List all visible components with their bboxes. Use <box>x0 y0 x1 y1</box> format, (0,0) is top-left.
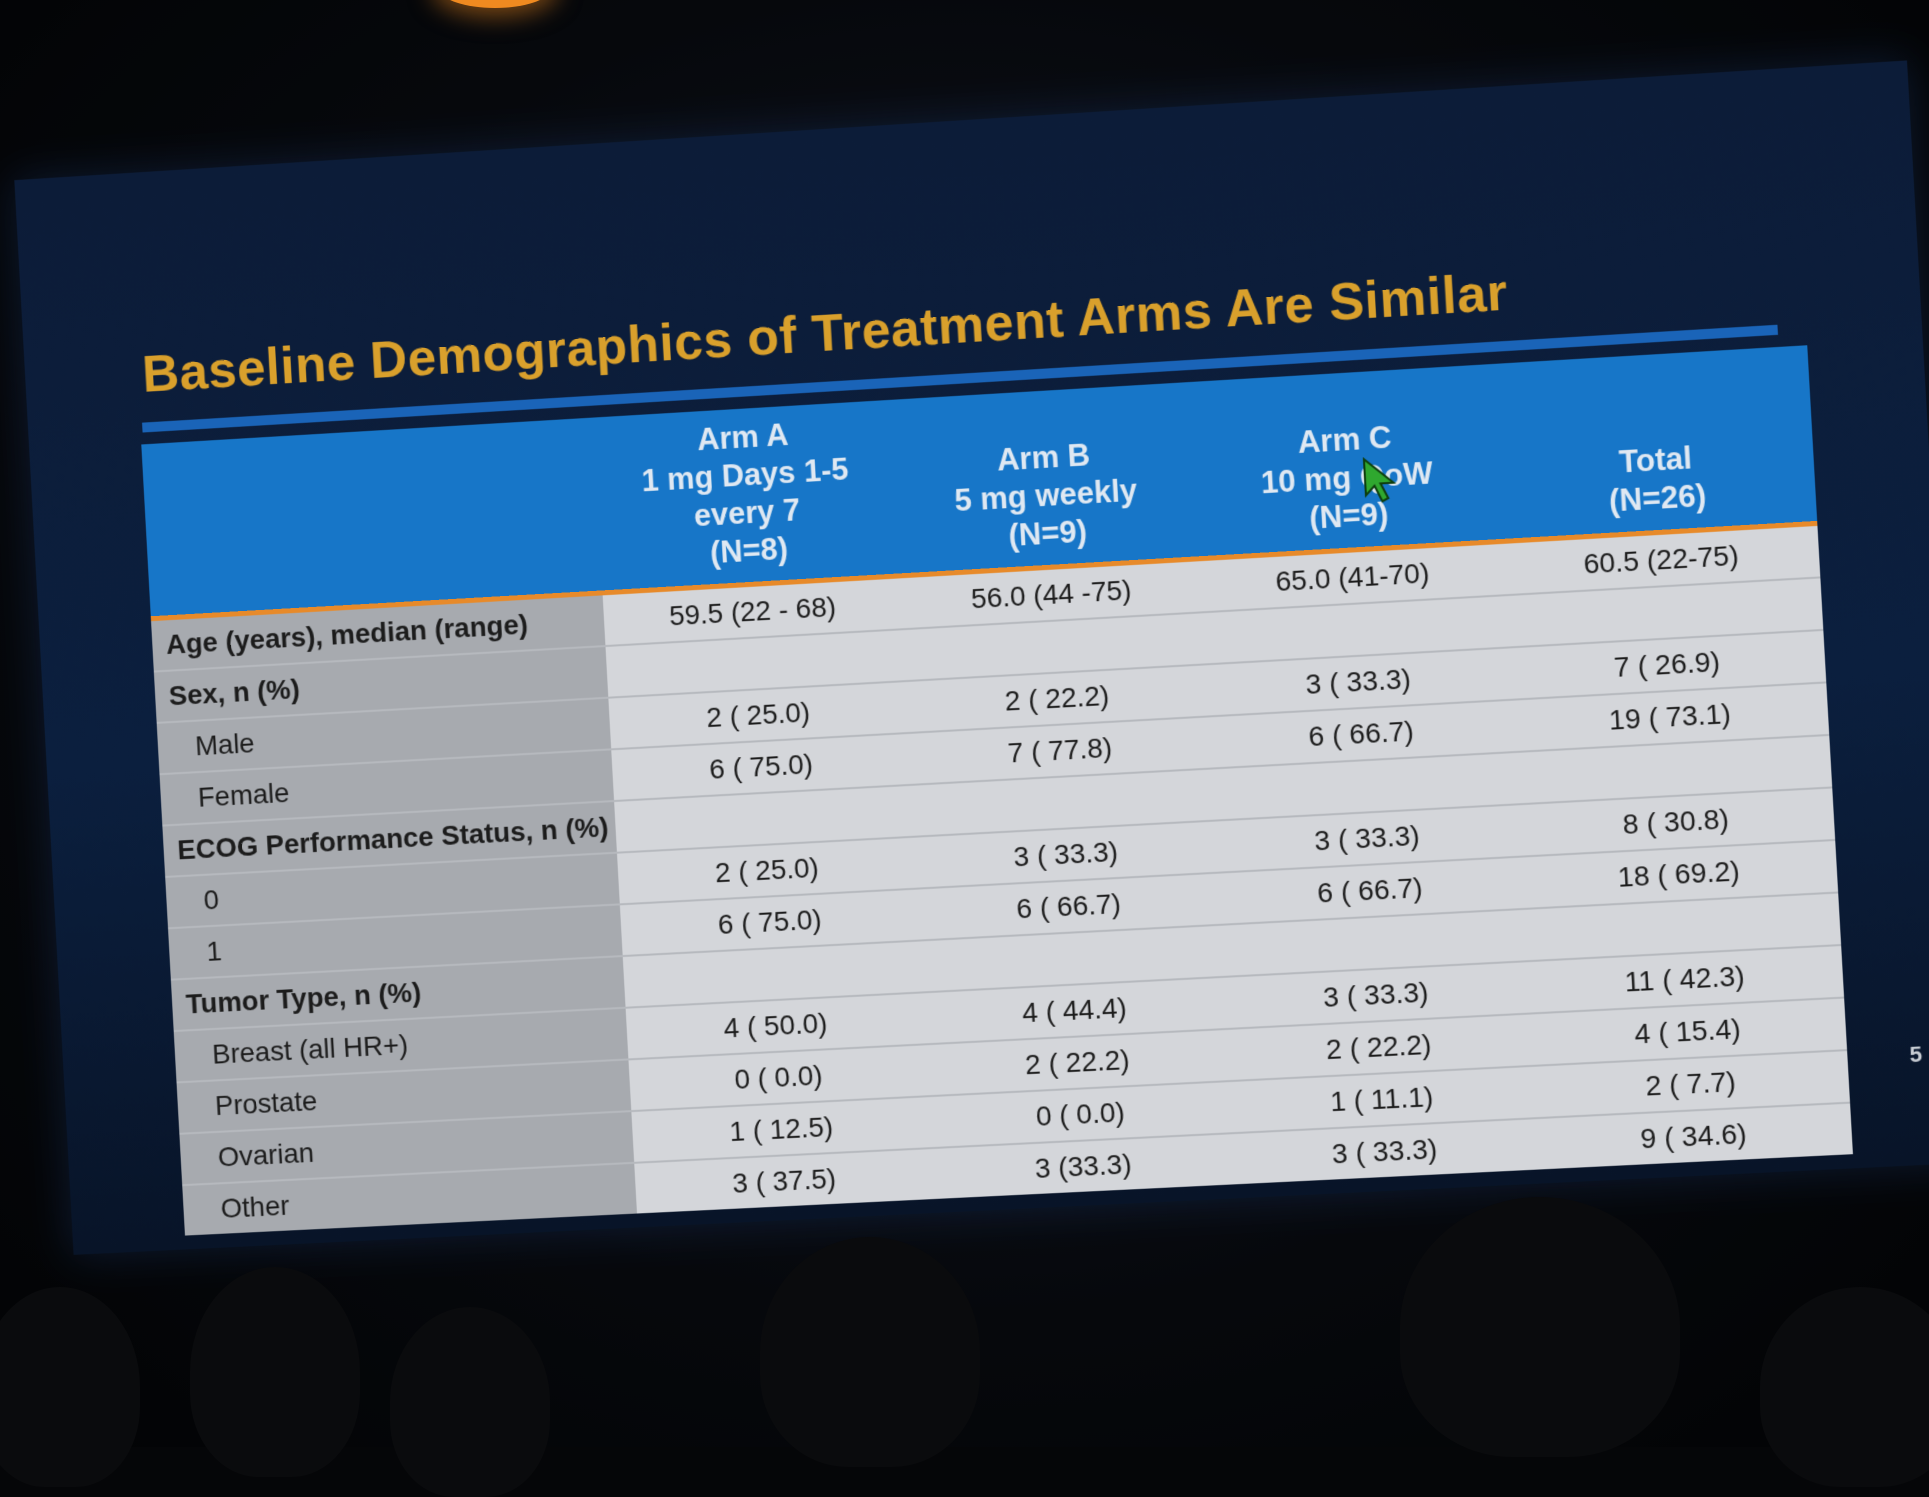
header-arm-b: Arm B 5 mg weekly (N=9) <box>890 382 1200 576</box>
demographics-table: Arm A 1 mg Days 1-5 every 7 (N=8) Arm B … <box>141 345 1853 1235</box>
header-arm-c: Arm C 10 mg QoW (N=9) <box>1190 364 1502 559</box>
header-total: Total (N=26) <box>1492 345 1817 541</box>
audience-head <box>1760 1287 1929 1487</box>
stage-light <box>440 0 550 8</box>
header-arm-a: Arm A 1 mg Days 1-5 every 7 (N=8) <box>593 400 900 593</box>
audience-head <box>0 1287 140 1487</box>
header-corner <box>141 418 602 619</box>
audience-head <box>1400 1197 1680 1457</box>
audience-head <box>760 1237 980 1467</box>
audience-silhouettes <box>0 1207 1929 1447</box>
slide: Baseline Demographics of Treatment Arms … <box>95 202 1882 1197</box>
projection-screen: Baseline Demographics of Treatment Arms … <box>14 60 1929 1254</box>
slide-page-number: 5 <box>1909 1041 1923 1068</box>
pointer-arrow-icon <box>1361 455 1400 505</box>
presentation-room: Baseline Demographics of Treatment Arms … <box>0 0 1929 1447</box>
audience-head <box>190 1267 360 1477</box>
audience-head <box>390 1307 550 1497</box>
